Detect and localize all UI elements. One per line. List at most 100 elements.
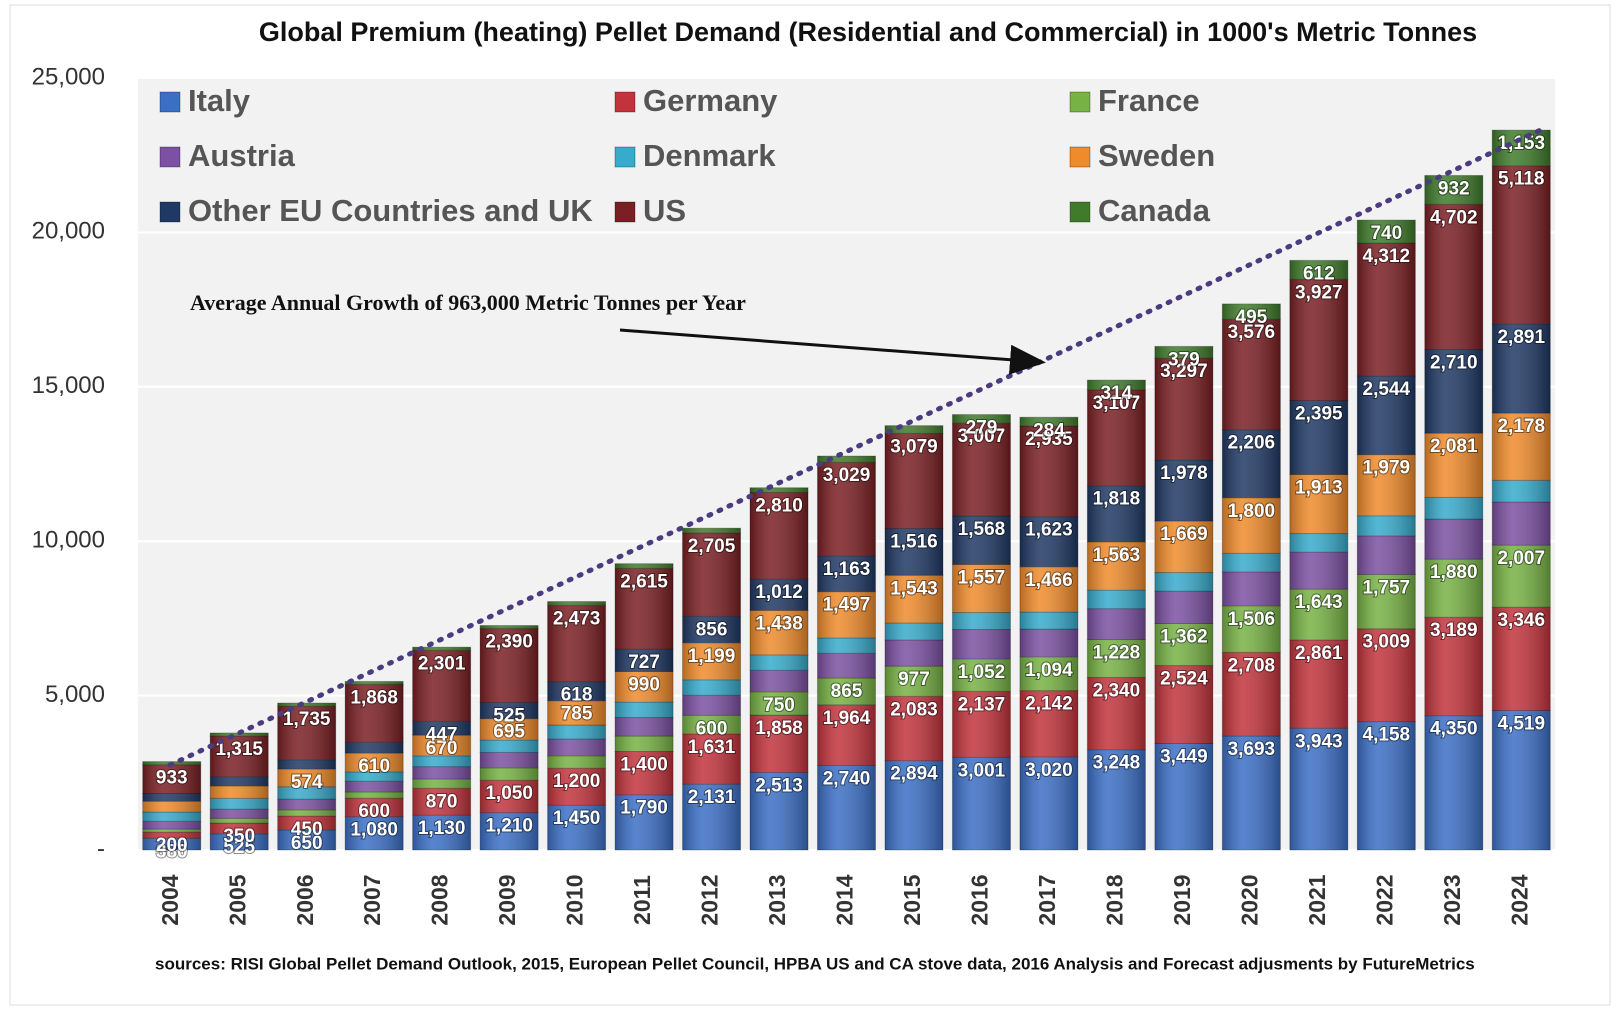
data-label: 5,118 [1498, 169, 1545, 190]
x-tick-label: 2010 [562, 874, 588, 925]
data-label: 2,810 [755, 495, 803, 516]
x-tick-label: 2015 [899, 874, 925, 925]
data-label: 3,020 [1025, 760, 1073, 781]
x-tick-label: 2005 [224, 874, 250, 925]
bar-shading [1289, 260, 1348, 280]
y-tick-label: 15,000 [32, 372, 105, 399]
data-label: 1,623 [1025, 520, 1073, 541]
data-label: 740 [1370, 223, 1402, 244]
data-label: 1,497 [823, 595, 871, 616]
bar-shading [952, 414, 1011, 424]
legend-swatch [1069, 146, 1091, 168]
data-label: 1,228 [1093, 643, 1141, 664]
x-tick-label: 2009 [494, 874, 520, 925]
bar-shading [750, 772, 809, 850]
bar-shading [1154, 346, 1213, 359]
bar-shading [1424, 497, 1483, 519]
data-label: 1,163 [823, 559, 871, 580]
data-label: 600 [358, 801, 390, 822]
bar-shading [480, 702, 539, 719]
bar-shading [1222, 571, 1281, 606]
legend-label: Germany [643, 83, 778, 118]
bar-shading [277, 706, 336, 760]
legend-swatch [159, 201, 181, 223]
bar-shading [884, 696, 943, 761]
bar-shading [1087, 380, 1146, 390]
bar-shading [1357, 721, 1416, 850]
bar-shading [817, 462, 876, 556]
data-label: 314 [1101, 383, 1133, 404]
trend-line [167, 125, 1548, 768]
x-tick-label: 2022 [1371, 874, 1397, 925]
bar-shading [1222, 429, 1281, 498]
x-tick-label: 2008 [427, 874, 453, 925]
bar-shading [142, 829, 201, 833]
data-label: 785 [561, 704, 593, 725]
bar-shading [1492, 165, 1551, 324]
data-label: 727 [628, 652, 660, 673]
data-label: 1,080 [350, 820, 398, 841]
data-label: 1,400 [620, 755, 668, 776]
data-label: 1,978 [1160, 463, 1208, 484]
bar-shading [345, 684, 404, 743]
data-label: 2,894 [890, 764, 938, 785]
bar-shading [277, 799, 336, 810]
bar-shading [547, 755, 606, 769]
legend-swatch [159, 91, 181, 113]
data-label: 1,050 [485, 783, 533, 804]
legend-label: US [643, 193, 686, 228]
bar-shading [277, 829, 336, 850]
bar-shading [1289, 279, 1348, 401]
data-label: 1,868 [350, 688, 398, 709]
data-label: 1,450 [553, 808, 601, 829]
bar-shading [1357, 220, 1416, 243]
bar-shading [480, 740, 539, 753]
x-tick-label: 2014 [832, 874, 858, 925]
x-tick-label: 2006 [292, 874, 318, 925]
data-label: 2,740 [823, 768, 871, 789]
bar-shading [615, 702, 674, 718]
bar-shading [1492, 323, 1551, 414]
bar-shading [1357, 515, 1416, 536]
data-label: 3,248 [1093, 753, 1141, 774]
bar-shading [817, 456, 876, 463]
data-label: 2,891 [1497, 327, 1545, 348]
bar-shading [884, 760, 943, 850]
bar-shading [615, 717, 674, 737]
data-label: 2,861 [1295, 643, 1343, 664]
bar-shading [1424, 204, 1483, 350]
bar-shading [277, 786, 336, 800]
bar-shading [615, 671, 674, 703]
bar-shading [1492, 480, 1551, 502]
data-label: 865 [831, 681, 863, 702]
data-label: 2,395 [1295, 404, 1343, 425]
bar-shading [142, 821, 201, 830]
bar-shading [1357, 376, 1416, 455]
bar-shading [1154, 358, 1213, 460]
data-label: 1,880 [1430, 562, 1478, 583]
legend-swatch [614, 91, 636, 113]
data-label: 1,858 [755, 718, 803, 739]
bar-shading [480, 780, 539, 813]
bar-shading [1289, 639, 1348, 729]
data-label: 2,524 [1160, 669, 1208, 690]
data-label: 380 [156, 841, 188, 862]
data-label: 2,340 [1093, 680, 1141, 701]
bar-shading [1424, 175, 1483, 205]
data-label: 525 [223, 837, 255, 858]
legend-swatch [614, 201, 636, 223]
bar-shading [412, 735, 471, 756]
annotation-arrow [619, 328, 1046, 375]
bar-shading [1492, 607, 1551, 711]
bar-shading [1222, 319, 1281, 430]
bar-shading [1289, 400, 1348, 475]
data-label: 3,927 [1295, 282, 1343, 303]
data-label: 2,708 [1228, 655, 1276, 676]
bar-shading [480, 718, 539, 741]
data-label: 750 [763, 695, 795, 716]
x-tick-label: 2013 [764, 874, 790, 925]
bar-shading [1357, 454, 1416, 516]
bar-shading [682, 679, 741, 696]
data-label: 600 [696, 718, 728, 739]
